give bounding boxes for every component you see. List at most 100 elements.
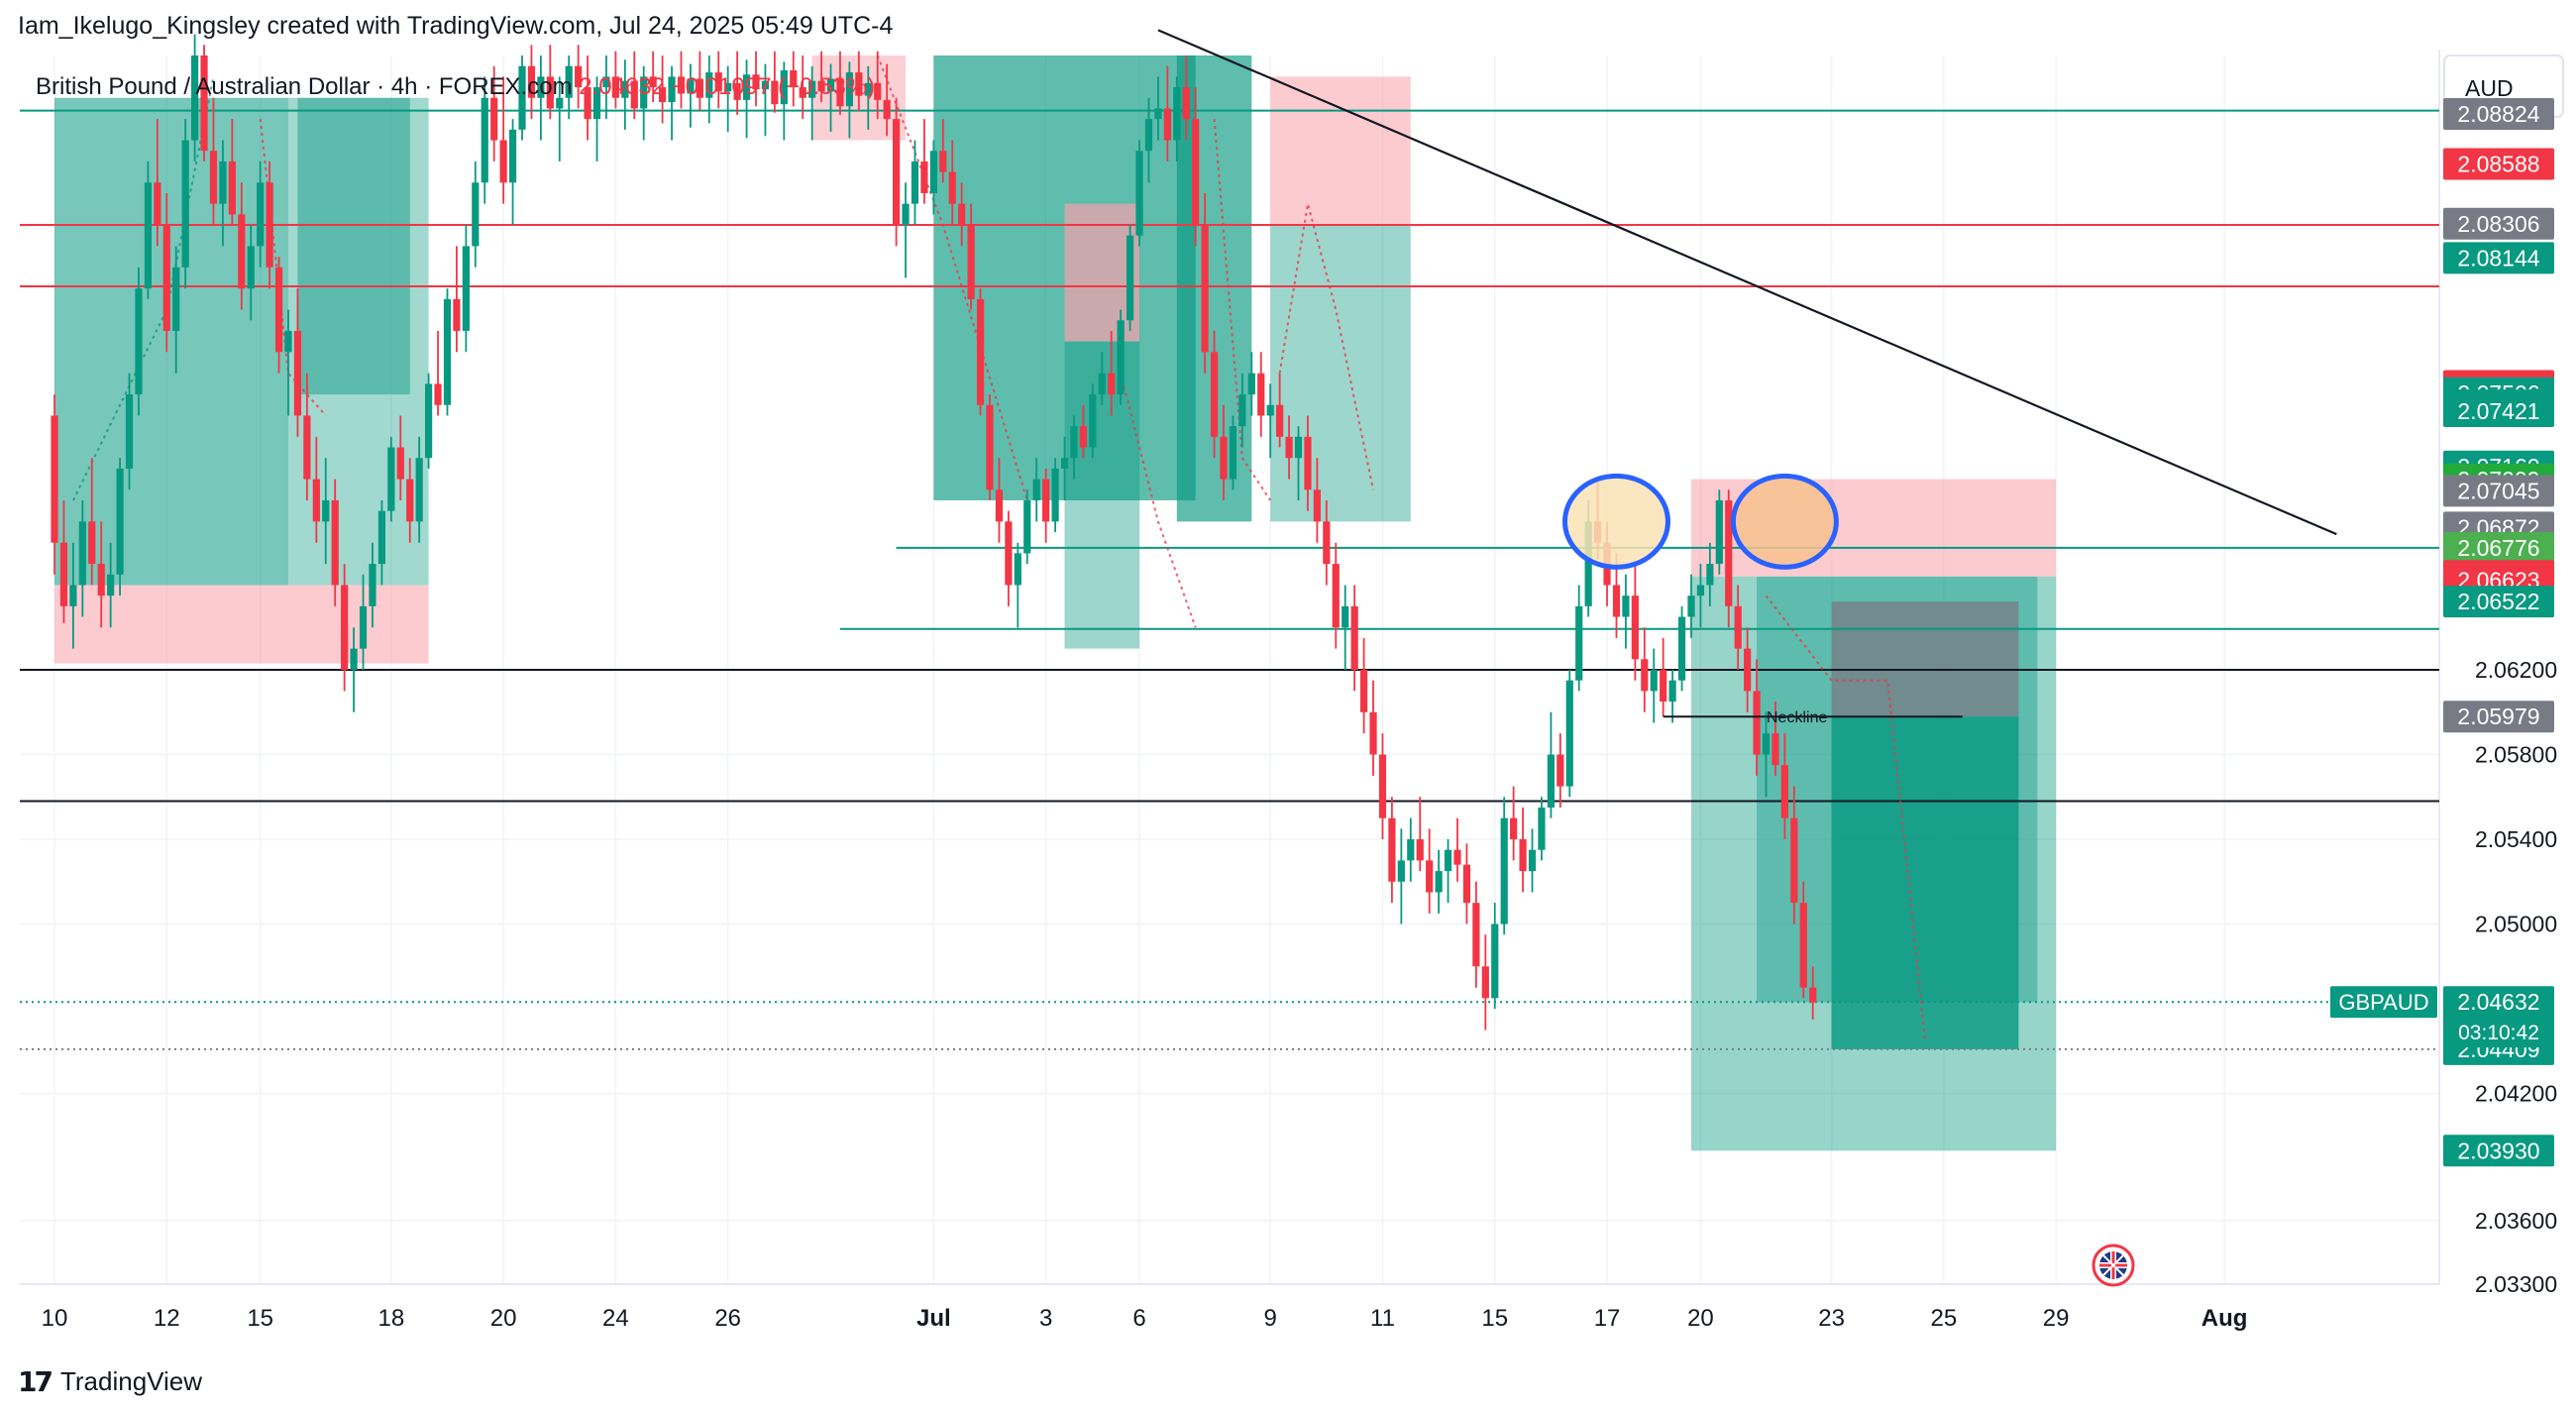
candle-body [341, 585, 349, 670]
candle-body [1378, 754, 1387, 818]
candle-body [1360, 670, 1368, 712]
tradingview-brand[interactable]: 17 TradingView [18, 1363, 202, 1399]
candle [1210, 330, 1219, 459]
candle-body [537, 76, 545, 98]
time-tick-label: 6 [1132, 1305, 1145, 1332]
candle-body [518, 65, 526, 130]
candle-body [1809, 987, 1817, 1003]
candle [1079, 404, 1087, 459]
position-zones [54, 55, 2057, 1151]
candle-body [481, 97, 488, 183]
candle-body [640, 76, 648, 109]
candle-body [453, 298, 461, 331]
candle-body [59, 542, 68, 606]
position-zone [1831, 716, 2019, 1049]
candle-body [209, 151, 218, 204]
candle [883, 63, 891, 137]
price-tick-label: 2.05400 [2475, 826, 2557, 852]
time-tick-label: 3 [1039, 1305, 1052, 1332]
candle-body [1154, 108, 1162, 120]
candle [1799, 881, 1807, 999]
candle [1481, 934, 1489, 1030]
time-tick-label: 26 [714, 1305, 741, 1332]
candle-body [1397, 860, 1405, 882]
candle-body [425, 383, 433, 459]
candle [696, 51, 703, 111]
price-badge [2443, 475, 2554, 507]
price-tick-label: 2.05800 [2475, 742, 2557, 768]
candle [1285, 415, 1293, 480]
price-badge-text: 2.08306 [2457, 211, 2539, 237]
price-axis: AUD 2.06200 2.05800 2.05400 2.05000 2.04200 2.… [2330, 54, 2564, 1297]
candle [527, 45, 536, 120]
candle [1360, 637, 1368, 734]
candle-body [1014, 553, 1021, 586]
candle [1744, 627, 1752, 712]
candle-body [499, 140, 507, 183]
candle [396, 415, 404, 500]
candles [51, 34, 1817, 1030]
candle [1771, 702, 1779, 776]
candle [630, 51, 638, 120]
trendline [1157, 29, 2337, 536]
candle [1051, 458, 1059, 533]
candle [1556, 733, 1564, 808]
candle [826, 63, 835, 132]
candle-body [1098, 373, 1106, 395]
candle-body [1023, 499, 1031, 554]
candle-body [387, 447, 395, 511]
candle [640, 65, 648, 141]
candle [1519, 807, 1527, 893]
candle-body [1528, 849, 1537, 872]
candle-body [1192, 119, 1200, 226]
candle-body [1510, 817, 1518, 840]
candle [1790, 786, 1798, 924]
candle-body [1135, 151, 1143, 236]
candle [1622, 574, 1630, 649]
candle [1135, 140, 1143, 247]
price-badge [2443, 1135, 2554, 1167]
candle [799, 55, 806, 120]
position-zone [288, 97, 429, 586]
candle-body [293, 330, 302, 416]
position-zone [54, 97, 288, 586]
candle-body [1780, 765, 1788, 818]
candle [1416, 797, 1424, 872]
candle [518, 55, 526, 141]
candle [556, 76, 564, 162]
candle [1687, 574, 1695, 638]
candle [967, 203, 975, 310]
candle [434, 330, 442, 416]
candle [659, 55, 667, 124]
candle [1407, 817, 1415, 882]
candle [274, 257, 283, 374]
position-zone [1270, 76, 1411, 226]
candle-body [1247, 373, 1255, 395]
candle-body [1127, 235, 1134, 321]
candle [481, 76, 488, 204]
candle [144, 161, 152, 299]
candle [331, 479, 339, 606]
candle [228, 119, 236, 226]
candle-body [771, 80, 779, 105]
candle [359, 574, 368, 670]
candle [1547, 711, 1555, 818]
candle-body [490, 97, 498, 141]
symbol-legend: British Pound / Australian Dollar · 4h ·… [36, 73, 875, 100]
time-tick-label: 29 [2043, 1305, 2070, 1332]
candle [107, 542, 115, 628]
price-tick-label: 2.03600 [2475, 1208, 2557, 1234]
candle [1342, 585, 1349, 670]
candle [1510, 786, 1518, 861]
candle-body [1481, 966, 1489, 999]
candle-body [1042, 479, 1050, 522]
candle-body [724, 82, 732, 92]
price-badge-text: 2.07045 [2457, 478, 2539, 503]
candle [1350, 585, 1358, 692]
price-badge-text: 2.07421 [2457, 398, 2539, 424]
candle [172, 246, 180, 374]
candle [322, 458, 330, 565]
candle [443, 288, 452, 416]
candle-body [1744, 648, 1752, 692]
